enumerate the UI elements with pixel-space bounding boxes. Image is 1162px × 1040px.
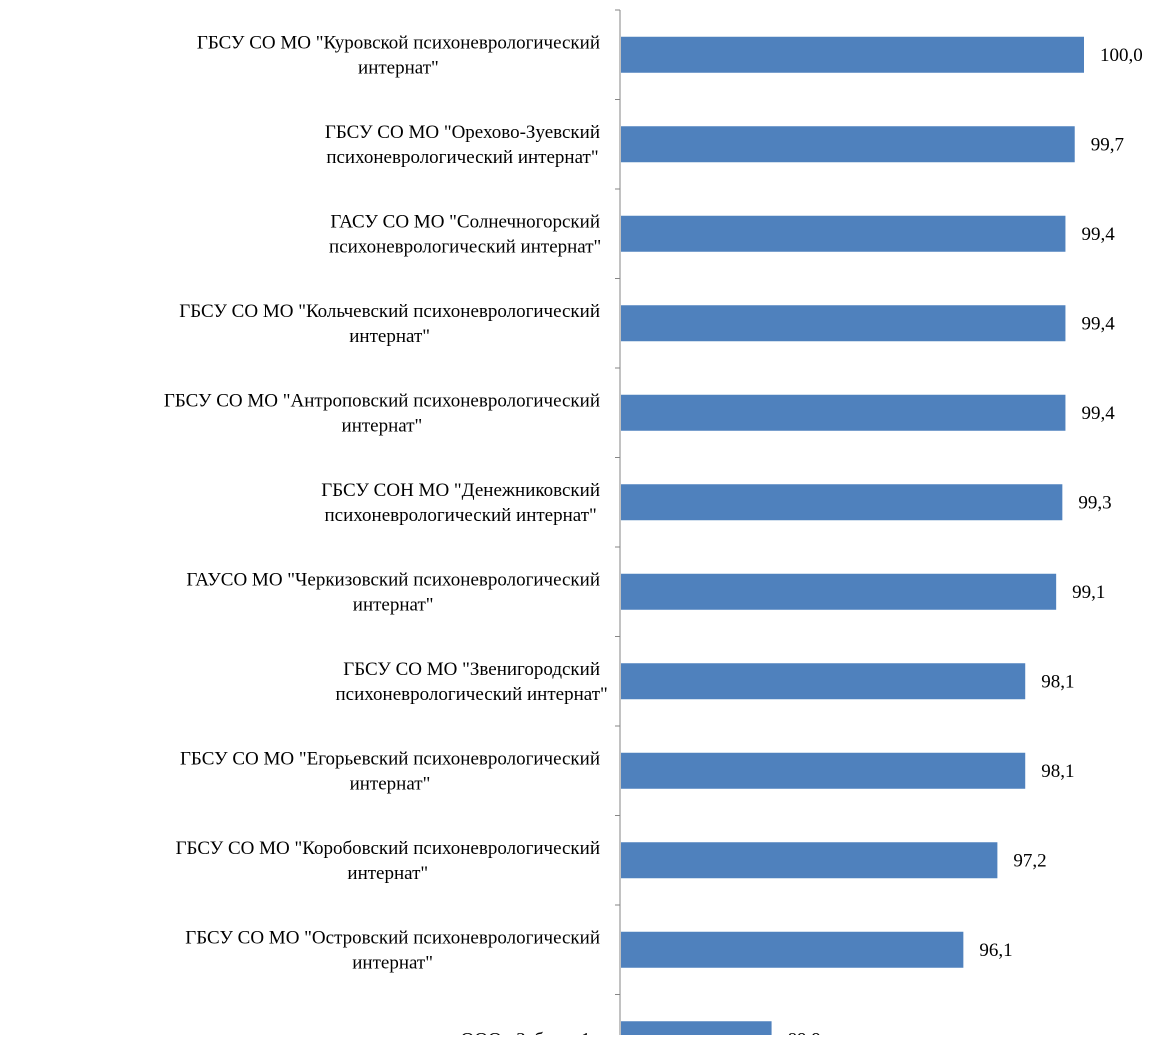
data-label: 100,0 [1100,45,1143,66]
category-label-line: интернат" [342,415,423,436]
data-label: 99,4 [1081,403,1115,424]
data-label: 99,7 [1091,134,1124,155]
bar [621,215,1066,252]
bar [621,484,1063,521]
bar [621,1021,772,1040]
category-label-line: интернат" [358,57,439,78]
category-label: ООО «Забота -1» [461,1029,600,1040]
data-label: 99,1 [1072,582,1105,603]
category-label-line: интернат" [353,594,434,615]
data-label: 98,1 [1041,761,1074,782]
bar [621,931,964,968]
bar [621,663,1026,700]
bar [621,36,1084,73]
data-label: 98,1 [1041,671,1074,692]
category-label-line: интернат" [347,863,428,884]
category-label-line: ООО «Забота -1» [461,1029,600,1035]
category-label-line: психоневрологический интернат" [326,147,598,168]
category-label-line: интернат" [349,326,430,347]
category-label: ГБСУ СО МО "Кольчевский психоневрологиче… [179,301,600,347]
category-label-line: ГБСУ СО МО "Коробовский психоневрологиче… [176,838,600,859]
category-label-line: психоневрологический интернат" [335,684,607,705]
bar [621,394,1066,431]
category-label-line: ГАУСО МО "Черкизовский психоневрологичес… [186,569,600,590]
category-label-line: ГБСУ СО МО "Кольчевский психоневрологиче… [179,301,600,322]
category-label-line: ГБСУ СО МО "Орехово-Зуевский [325,122,600,143]
category-label: ГБСУ СО МО "Орехово-Зуевский психоневроло… [325,122,600,168]
category-label: ГАСУ СО МО "Солнечногорский психоневролог… [329,211,601,257]
bar [621,305,1066,342]
category-label: ГБСУ СО МО "Островский психоневрологичес… [185,927,600,973]
category-label-line: ГБСУ СОН МО "Денежниковский [321,480,600,501]
category-label: ГБСУ СО МО "Звенигородский психоневрологи… [335,659,607,705]
category-label: ГБСУ СОН МО "Денежниковский психоневролог… [321,480,600,526]
category-label: ГБСУ СО МО "Куровской психоневрологическ… [197,32,600,78]
data-label: 96,1 [979,940,1012,961]
bar [621,842,998,879]
data-label: 89,9 [788,1029,821,1035]
category-label-line: психоневрологический интернат" [325,505,597,526]
data-label: 99,4 [1081,224,1115,245]
category-label: ГБСУ СО МО "Коробовский психоневрологиче… [176,838,600,884]
category-label-line: ГБСУ СО МО "Островский психоневрологичес… [185,927,600,948]
data-label: 99,4 [1081,313,1115,334]
data-label: 99,3 [1078,492,1111,513]
category-label-line: интернат" [352,952,433,973]
category-label: ГАУСО МО "Черкизовский психоневрологичес… [186,569,600,615]
category-label-line: ГАСУ СО МО "Солнечногорский [330,211,600,232]
bar [621,752,1026,789]
category-label-line: ГБСУ СО МО "Звенигородский [343,659,600,680]
category-label-line: интернат" [350,773,431,794]
category-label-line: ГБСУ СО МО "Антроповский психоневрологич… [164,390,600,411]
category-label: ГБСУ СО МО "Егорьевский психоневрологиче… [180,748,600,794]
bar [621,126,1075,163]
data-label: 97,2 [1013,850,1046,871]
category-label-line: ГБСУ СО МО "Егорьевский психоневрологиче… [180,748,600,769]
category-label-line: психоневрологический интернат" [329,236,601,257]
category-label-line: ГБСУ СО МО "Куровской психоневрологическ… [197,32,600,53]
category-label: ГБСУ СО МО "Антроповский психоневрологич… [164,390,600,436]
bar [621,573,1057,610]
